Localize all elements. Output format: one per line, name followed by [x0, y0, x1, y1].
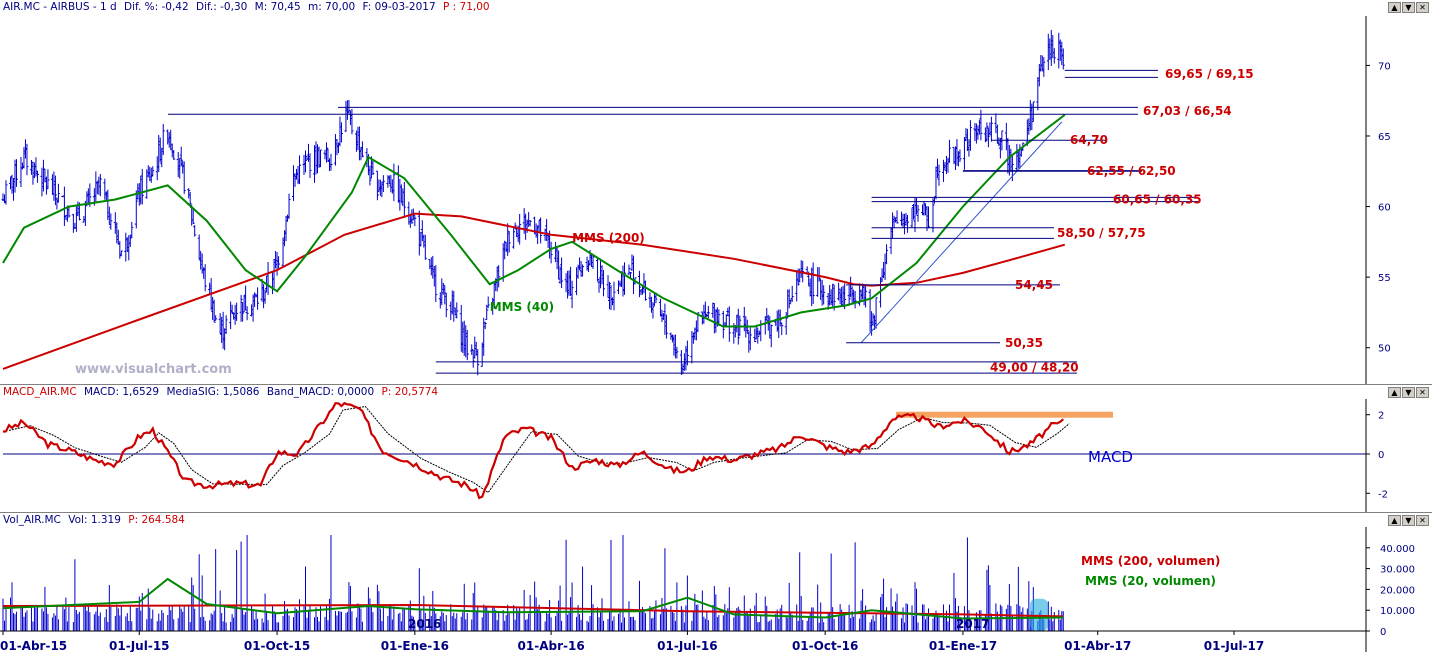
macd-chart: 2 0 -2 MACD — [2, 399, 1388, 512]
mms200-line — [2, 212, 1066, 370]
level-label: 69,65 / 69,15 — [1165, 67, 1254, 81]
x-tick-label: 01-Ene-16 — [381, 639, 449, 652]
level-label: 64,70 — [1070, 133, 1108, 147]
price-change-pct: Dif. %: -0,42 — [124, 1, 189, 13]
minimize-button[interactable]: ▼ — [1402, 2, 1415, 13]
vol-tick-label: 40.000 — [1380, 544, 1415, 555]
close-button[interactable]: ✕ — [1416, 2, 1429, 13]
level-label: 50,35 — [1005, 336, 1043, 350]
x-tick-label: 01-Jul-15 — [109, 639, 169, 652]
price-panel-buttons: ▲ ▼ ✕ — [1388, 2, 1429, 13]
level-label: 58,50 / 57,75 — [1057, 226, 1146, 240]
vol-mms200-line — [2, 603, 1064, 618]
vol-mms200-label: MMS (200, volumen) — [1081, 554, 1220, 568]
price-change-abs: Dif.: -0,30 — [196, 1, 248, 13]
maximize-button[interactable]: ▲ — [1388, 515, 1401, 526]
price-last: P : 71,00 — [443, 1, 490, 13]
macd-band: Band_MACD: 0,0000 — [266, 386, 375, 398]
macd-tick-label: 2 — [1378, 411, 1384, 422]
price-chart: 50 55 60 65 70 MMS (200) MMS (40) 69,65 / 69,15… — [1, 16, 1391, 384]
maximize-button[interactable]: ▲ — [1388, 2, 1401, 13]
mms200-label: MMS (200) — [572, 231, 645, 245]
price-panel: AIR.MC - AIRBUS - 1 d Dif. %: -0,42 Dif.… — [0, 0, 1429, 384]
macd-signal-line — [8, 405, 1070, 494]
x-tick-label: 01-Oct-16 — [792, 639, 858, 652]
close-button[interactable]: ✕ — [1416, 387, 1429, 398]
macd-label: MACD — [1088, 448, 1133, 466]
year-label-2017: 2017 — [956, 617, 989, 631]
macd-tick-label: 0 — [1378, 450, 1384, 461]
mms40-line — [2, 114, 1066, 328]
x-tick-label: 01-Abr-15 — [0, 639, 67, 652]
level-label: 60,65 / 60,35 — [1113, 193, 1202, 207]
year-label-2016: 2016 — [408, 617, 441, 631]
level-label: 67,03 / 66,54 — [1143, 104, 1232, 118]
price-symbol: AIR.MC - AIRBUS - 1 d — [3, 1, 117, 13]
x-tick-label: 01-Abr-17 — [1064, 639, 1131, 652]
vol-name: Vol_AIR.MC — [3, 514, 61, 526]
price-tick-label: 60 — [1378, 203, 1391, 214]
x-tick-label: 01-Jul-17 — [1204, 639, 1264, 652]
watermark: www.visualchart.com — [75, 362, 232, 377]
macd-line — [2, 401, 1065, 500]
volume-highlight — [1030, 598, 1048, 631]
vol-panel-buttons: ▲ ▼ ✕ — [1388, 515, 1429, 526]
mms40-label: MMS (40) — [490, 300, 554, 314]
vol-tick-label: 10.000 — [1380, 606, 1415, 617]
volume-chart: 40.000 30.000 20.000 10.000 0 MMS (200, volum… — [0, 527, 1415, 652]
vol-header: Vol_AIR.MC Vol: 1.319 P: 264.584 — [0, 513, 189, 528]
trendline — [860, 121, 1063, 344]
vol-value: Vol: 1.319 — [68, 514, 121, 526]
minimize-button[interactable]: ▼ — [1402, 515, 1415, 526]
x-tick-label: 01-Oct-15 — [244, 639, 310, 652]
vol-tick-label: 20.000 — [1380, 585, 1415, 596]
macd-signal: MediaSIG: 1,5086 — [166, 386, 260, 398]
vol-price: P: 264.584 — [128, 514, 185, 526]
price-min: m: 70,00 — [308, 1, 356, 13]
level-label: 54,45 — [1015, 278, 1053, 292]
macd-highlight-band — [896, 411, 1113, 418]
macd-panel-buttons: ▲ ▼ ✕ — [1388, 387, 1429, 398]
level-label: 49,00 / 48,20 — [990, 360, 1079, 374]
x-tick-label: 01-Jul-16 — [657, 639, 717, 652]
vol-tick-label: 30.000 — [1380, 565, 1415, 576]
x-tick-label: 01-Ene-17 — [929, 639, 997, 652]
x-tick-label: 01-Abr-16 — [518, 639, 585, 652]
vol-mms20-line — [2, 577, 1064, 620]
vol-mms20-label: MMS (20, volumen) — [1085, 574, 1216, 588]
macd-tick-label: -2 — [1378, 489, 1388, 500]
price-bars — [1, 29, 1065, 376]
vol-tick-label: 0 — [1380, 627, 1386, 638]
price-tick-label: 65 — [1378, 132, 1391, 143]
price-tick-label: 70 — [1378, 61, 1391, 72]
minimize-button[interactable]: ▼ — [1402, 387, 1415, 398]
level-label: 62,55 / 62,50 — [1087, 164, 1176, 178]
macd-value: MACD: 1,6529 — [84, 386, 160, 398]
price-tick-label: 50 — [1378, 344, 1391, 355]
price-header: AIR.MC - AIRBUS - 1 d Dif. %: -0,42 Dif.… — [0, 0, 494, 15]
macd-header: MACD_AIR.MC MACD: 1,6529 MediaSIG: 1,508… — [0, 385, 442, 400]
price-tick-label: 55 — [1378, 273, 1391, 284]
macd-name: MACD_AIR.MC — [3, 386, 77, 398]
macd-panel: MACD_AIR.MC MACD: 1,6529 MediaSIG: 1,508… — [0, 385, 1432, 512]
close-button[interactable]: ✕ — [1416, 515, 1429, 526]
maximize-button[interactable]: ▲ — [1388, 387, 1401, 398]
price-date: F: 09-03-2017 — [362, 1, 436, 13]
price-max: M: 70,45 — [254, 1, 301, 13]
volume-panel: Vol_AIR.MC Vol: 1.319 P: 264.584 ▲ ▼ ✕ 4… — [0, 513, 1432, 652]
macd-price: P: 20,5774 — [381, 386, 439, 398]
volume-bars — [2, 535, 1064, 631]
